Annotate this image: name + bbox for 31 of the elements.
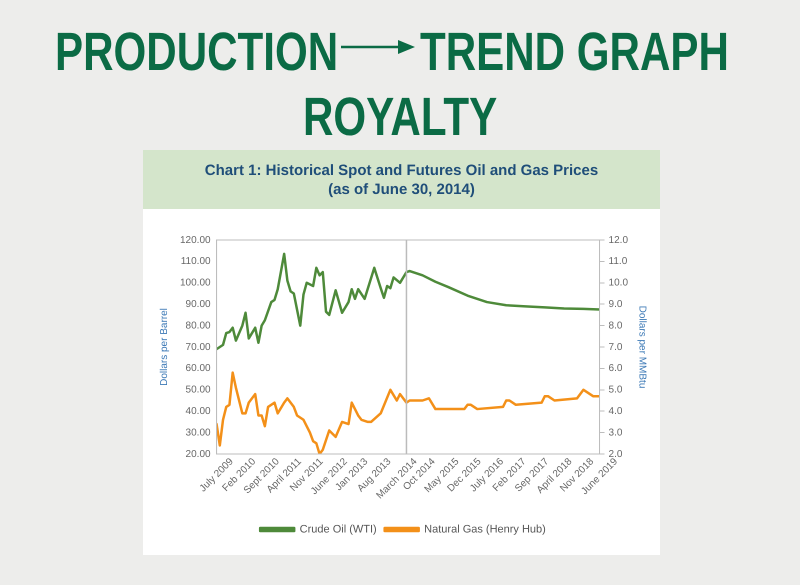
y2-tick-label: 6.0 xyxy=(608,363,623,374)
text: PRODUCTION xyxy=(55,22,338,82)
y2-tick-label: 9.0 xyxy=(608,298,623,310)
y-tick-label: 90.00 xyxy=(186,298,212,310)
y2-tick-label: 7.0 xyxy=(608,342,623,353)
y2-tick-label: 3.0 xyxy=(608,427,623,438)
y-tick-label: 100.00 xyxy=(180,278,212,289)
y2-axis-title: Dollars per MMBtu xyxy=(636,306,648,388)
y-tick-label: 80.00 xyxy=(186,320,212,332)
y2-tick-label: 4.0 xyxy=(608,406,623,417)
y-tick-label: 20.00 xyxy=(186,448,212,460)
y-tick-label: 30.00 xyxy=(186,427,212,438)
text: TREND GRAPH xyxy=(420,22,729,82)
legend-label: Crude Oil (WTI) xyxy=(300,524,377,536)
y2-tick-label: 10.0 xyxy=(608,278,628,289)
y-tick-label: 70.00 xyxy=(186,342,212,353)
y-axis-title: Dollars per Barrel xyxy=(158,308,170,386)
y2-tick-label: 12.0 xyxy=(608,234,628,246)
legend-label: Natural Gas (Henry Hub) xyxy=(424,524,546,536)
y2-tick-label: 11.0 xyxy=(608,256,628,268)
y2-tick-label: 5.0 xyxy=(608,384,623,396)
text: ROYALTY xyxy=(303,87,498,147)
chart-title: Chart 1: Historical Spot and Futures Oil and Gas Prices xyxy=(204,161,600,180)
y-tick-label: 40.00 xyxy=(186,406,212,417)
y-tick-label: 110.00 xyxy=(180,256,212,268)
y2-tick-label: 2.0 xyxy=(608,448,623,460)
y-tick-label: 60.00 xyxy=(186,363,212,374)
y2-tick-label: 8.0 xyxy=(608,320,623,332)
y-tick-label: 50.00 xyxy=(186,384,212,396)
y-tick-label: 120.00 xyxy=(180,234,212,246)
chart-subtitle: (as of June 30, 2014) xyxy=(327,180,476,199)
